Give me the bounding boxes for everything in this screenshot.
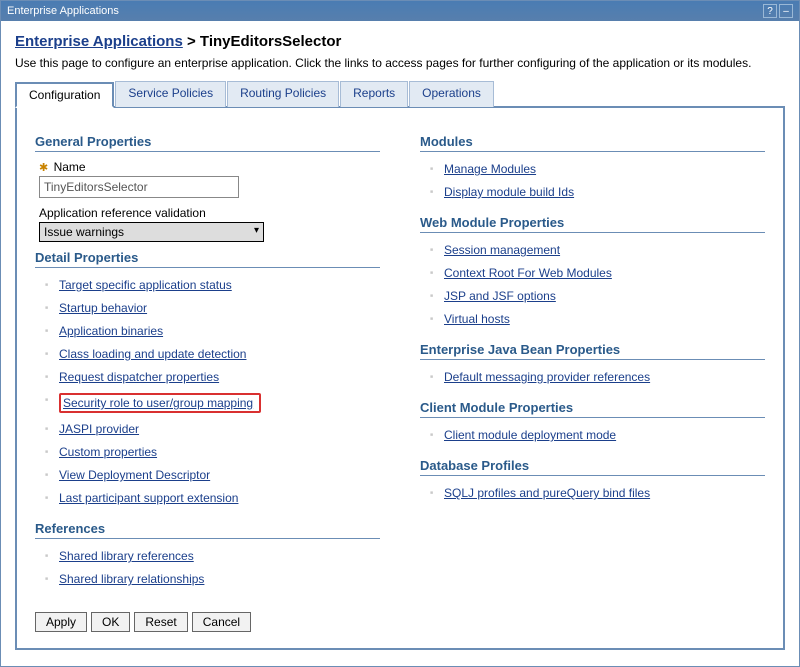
list-item: Shared library references [59, 547, 380, 565]
list-item: Virtual hosts [444, 310, 765, 328]
heading-detail-properties: Detail Properties [35, 250, 380, 268]
breadcrumb-parent-link[interactable]: Enterprise Applications [15, 33, 183, 50]
list-item: Session management [444, 241, 765, 259]
list-item: Application binaries [59, 322, 380, 340]
right-column: Modules Manage Modules Display module bu… [420, 126, 765, 602]
link-request-dispatcher[interactable]: Request dispatcher properties [59, 370, 219, 384]
cancel-button[interactable]: Cancel [192, 612, 251, 632]
tab-content: General Properties ✱ Name Application re… [15, 108, 785, 650]
list-item: Context Root For Web Modules [444, 264, 765, 282]
link-custom-properties[interactable]: Custom properties [59, 445, 157, 459]
tab-service-policies[interactable]: Service Policies [115, 81, 226, 107]
references-list: Shared library references Shared library… [35, 547, 380, 588]
apply-button[interactable]: Apply [35, 612, 87, 632]
database-profiles-list: SQLJ profiles and pureQuery bind files [420, 484, 765, 502]
tabs: Configuration Service Policies Routing P… [15, 80, 785, 108]
list-item: Default messaging provider references [444, 368, 765, 386]
link-default-messaging-provider[interactable]: Default messaging provider references [444, 370, 650, 384]
ok-button[interactable]: OK [91, 612, 130, 632]
two-column-layout: General Properties ✱ Name Application re… [35, 126, 765, 602]
link-sqlj-profiles[interactable]: SQLJ profiles and pureQuery bind files [444, 486, 650, 500]
button-row: Apply OK Reset Cancel [35, 612, 765, 632]
list-item: SQLJ profiles and pureQuery bind files [444, 484, 765, 502]
heading-database-profiles: Database Profiles [420, 458, 765, 476]
web-module-list: Session management Context Root For Web … [420, 241, 765, 328]
highlight-box: Security role to user/group mapping [59, 393, 261, 413]
page-body: Enterprise Applications > TinyEditorsSel… [1, 21, 799, 666]
tab-reports[interactable]: Reports [340, 81, 408, 107]
tab-configuration[interactable]: Configuration [15, 82, 114, 108]
tab-routing-policies[interactable]: Routing Policies [227, 81, 339, 107]
link-target-specific-status[interactable]: Target specific application status [59, 278, 232, 292]
list-item: Custom properties [59, 443, 380, 461]
heading-web-module-properties: Web Module Properties [420, 215, 765, 233]
page-description: Use this page to configure an enterprise… [15, 56, 785, 70]
left-column: General Properties ✱ Name Application re… [35, 126, 380, 602]
heading-modules: Modules [420, 134, 765, 152]
heading-client-module-properties: Client Module Properties [420, 400, 765, 418]
list-item: JASPI provider [59, 420, 380, 438]
breadcrumb-separator: > [187, 33, 196, 50]
link-class-loading[interactable]: Class loading and update detection [59, 347, 246, 361]
reset-button[interactable]: Reset [134, 612, 187, 632]
list-item: Security role to user/group mapping [59, 391, 380, 415]
link-jaspi-provider[interactable]: JASPI provider [59, 422, 139, 436]
list-item: View Deployment Descriptor [59, 466, 380, 484]
list-item: Class loading and update detection [59, 345, 380, 363]
modules-list: Manage Modules Display module build Ids [420, 160, 765, 201]
heading-references: References [35, 521, 380, 539]
list-item: Last participant support extension [59, 489, 380, 507]
link-client-module-deployment[interactable]: Client module deployment mode [444, 428, 616, 442]
list-item: JSP and JSF options [444, 287, 765, 305]
help-icon[interactable]: ? [763, 4, 777, 18]
collapse-icon[interactable]: – [779, 4, 793, 18]
list-item: Target specific application status [59, 276, 380, 294]
link-display-module-build-ids[interactable]: Display module build Ids [444, 185, 574, 199]
list-item: Startup behavior [59, 299, 380, 317]
titlebar: Enterprise Applications ? – [1, 1, 799, 21]
link-security-role-mapping[interactable]: Security role to user/group mapping [63, 396, 253, 410]
list-item: Manage Modules [444, 160, 765, 178]
validation-select-value: Issue warnings [44, 225, 124, 239]
list-item: Display module build Ids [444, 183, 765, 201]
link-shared-library-references[interactable]: Shared library references [59, 549, 194, 563]
link-startup-behavior[interactable]: Startup behavior [59, 301, 147, 315]
client-module-list: Client module deployment mode [420, 426, 765, 444]
link-last-participant[interactable]: Last participant support extension [59, 491, 238, 505]
heading-ejb-properties: Enterprise Java Bean Properties [420, 342, 765, 360]
list-item: Client module deployment mode [444, 426, 765, 444]
link-session-management[interactable]: Session management [444, 243, 560, 257]
titlebar-title: Enterprise Applications [7, 5, 119, 17]
link-shared-library-relationships[interactable]: Shared library relationships [59, 572, 204, 586]
field-validation: Application reference validation Issue w… [35, 206, 380, 242]
validation-label: Application reference validation [39, 206, 206, 220]
breadcrumb-current: TinyEditorsSelector [200, 33, 341, 50]
app-window: Enterprise Applications ? – Enterprise A… [0, 0, 800, 667]
link-manage-modules[interactable]: Manage Modules [444, 162, 536, 176]
validation-select[interactable]: Issue warnings [39, 222, 264, 242]
link-jsp-jsf-options[interactable]: JSP and JSF options [444, 289, 556, 303]
list-item: Shared library relationships [59, 570, 380, 588]
required-marker-icon: ✱ [39, 162, 48, 174]
link-application-binaries[interactable]: Application binaries [59, 324, 163, 338]
detail-properties-list: Target specific application status Start… [35, 276, 380, 507]
name-label: Name [54, 160, 86, 174]
link-virtual-hosts[interactable]: Virtual hosts [444, 312, 510, 326]
tab-operations[interactable]: Operations [409, 81, 494, 107]
link-view-deployment-descriptor[interactable]: View Deployment Descriptor [59, 468, 210, 482]
list-item: Request dispatcher properties [59, 368, 380, 386]
link-context-root[interactable]: Context Root For Web Modules [444, 266, 612, 280]
breadcrumb: Enterprise Applications > TinyEditorsSel… [15, 33, 785, 50]
name-input[interactable] [39, 176, 239, 198]
titlebar-icons: ? – [763, 4, 793, 18]
field-name: ✱ Name [35, 160, 380, 198]
heading-general-properties: General Properties [35, 134, 380, 152]
ejb-list: Default messaging provider references [420, 368, 765, 386]
